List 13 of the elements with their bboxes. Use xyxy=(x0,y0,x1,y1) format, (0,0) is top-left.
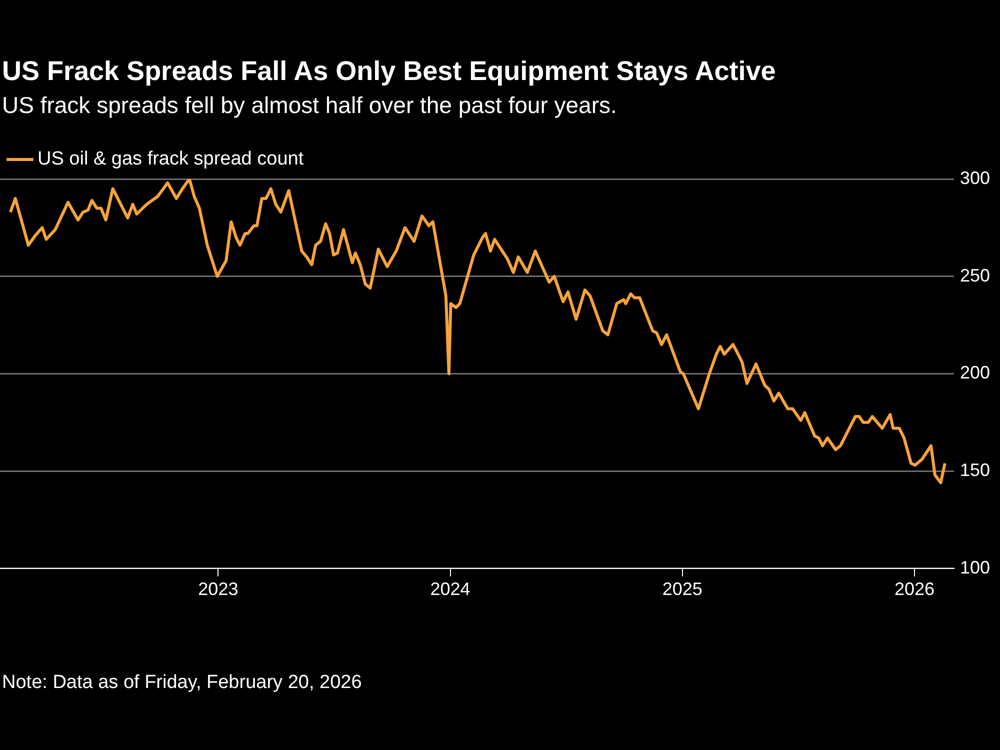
x-tick-label: 2026 xyxy=(894,579,935,600)
x-tick-label: 2023 xyxy=(198,579,238,600)
chart-subtitle: US frack spreads fell by almost half over the past four years. xyxy=(2,92,617,119)
x-tick-label: 2024 xyxy=(430,579,470,600)
legend-label: US oil & gas frack spread count xyxy=(38,148,304,170)
text: Note: Data as of Friday, February 20, 2026 xyxy=(2,672,362,694)
y-tick-label: 300 xyxy=(960,168,990,188)
y-tick-label: 250 xyxy=(960,265,990,286)
x-tick-label: 2025 xyxy=(662,579,702,600)
y-tick-label: 150 xyxy=(960,460,990,480)
chart-title: US Frack Spreads Fall As Only Best Equipment Stays Active xyxy=(2,56,776,87)
y-tick-label: 200 xyxy=(960,362,990,383)
y-tick-label: 100 xyxy=(960,557,990,578)
